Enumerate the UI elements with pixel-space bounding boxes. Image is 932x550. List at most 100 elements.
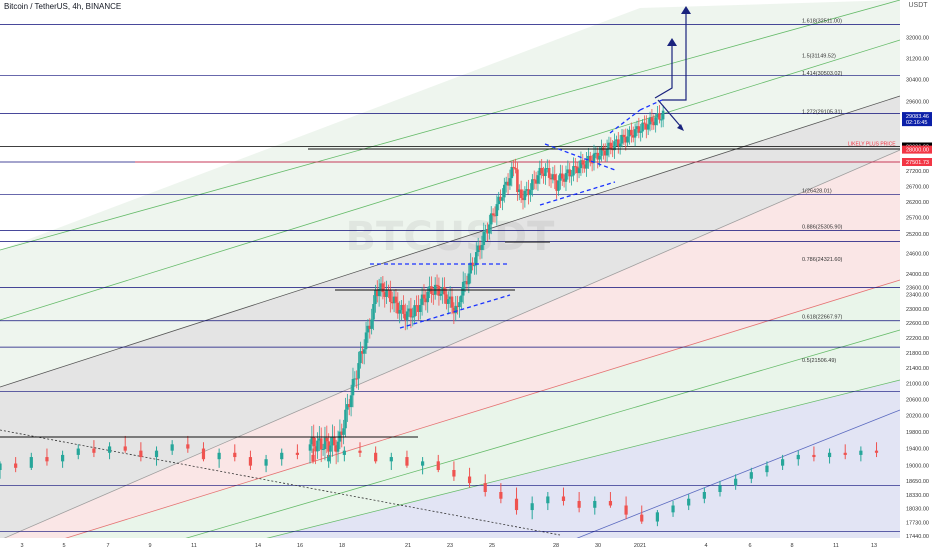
candle-body bbox=[359, 351, 362, 364]
candle-body bbox=[488, 224, 491, 234]
candle-body bbox=[264, 459, 268, 466]
candle-body bbox=[450, 296, 454, 308]
candle-body bbox=[396, 302, 400, 314]
candle-body bbox=[648, 117, 652, 125]
candle-body bbox=[311, 454, 315, 462]
fib-label-0: 1.618(32511.00) bbox=[802, 19, 842, 25]
candle-body bbox=[314, 446, 317, 452]
candle-body bbox=[585, 160, 588, 169]
candle-body bbox=[402, 304, 405, 314]
candle-body bbox=[734, 478, 738, 486]
candle-body bbox=[370, 319, 373, 329]
candle-body bbox=[413, 305, 416, 317]
candle-body bbox=[618, 143, 622, 147]
candle-body bbox=[622, 134, 626, 138]
candle-body bbox=[572, 166, 575, 176]
candle-body bbox=[436, 461, 440, 470]
candle-body bbox=[353, 378, 357, 380]
pitch-line-7 bbox=[559, 409, 901, 546]
candle-body bbox=[323, 437, 327, 450]
candle-body bbox=[652, 121, 656, 126]
candle-body bbox=[334, 445, 338, 452]
candle-body bbox=[374, 289, 377, 305]
price-badge bbox=[902, 158, 932, 167]
candle-body bbox=[316, 440, 319, 452]
candle-body bbox=[452, 469, 456, 477]
candle-body bbox=[514, 167, 517, 170]
y-tick-label: 30400.00 bbox=[906, 78, 929, 84]
candle-body bbox=[342, 450, 346, 455]
candle-body bbox=[532, 179, 536, 181]
arrow-up-second bbox=[654, 40, 673, 99]
candle-body bbox=[358, 450, 362, 453]
candle-body bbox=[628, 129, 631, 137]
candle-body bbox=[538, 167, 542, 176]
y-tick-label: 21800.00 bbox=[906, 351, 929, 357]
candle-body bbox=[473, 265, 476, 267]
candle-body bbox=[517, 189, 521, 193]
y-tick-label: 25200.00 bbox=[906, 232, 929, 238]
x-tick-label: 21 bbox=[405, 543, 411, 549]
candle-body bbox=[385, 289, 388, 297]
candle-body bbox=[407, 308, 411, 312]
candle-body bbox=[514, 498, 519, 511]
candle-body bbox=[331, 436, 334, 446]
candle-body bbox=[654, 117, 657, 126]
candle-body bbox=[454, 305, 458, 314]
candle-body bbox=[321, 449, 325, 451]
candle-body bbox=[534, 180, 538, 184]
candle-body bbox=[843, 452, 847, 455]
candle-body bbox=[107, 446, 112, 453]
candle-body bbox=[609, 142, 613, 149]
y-tick-label: 17730.00 bbox=[906, 520, 929, 526]
pitch-line-4 bbox=[59, 279, 901, 541]
chart-title: Bitcoin / TetherUS, 4h, BINANCE bbox=[4, 2, 122, 11]
y-tick-label: 27200.00 bbox=[906, 169, 929, 175]
candle-body bbox=[598, 155, 601, 160]
candle-body bbox=[570, 175, 573, 177]
candle-body bbox=[325, 437, 329, 442]
y-tick-label: 20200.00 bbox=[906, 413, 929, 419]
y-tick-label: 25700.00 bbox=[906, 216, 929, 222]
candle-body bbox=[549, 177, 553, 180]
candle-body bbox=[482, 231, 486, 246]
candle-body bbox=[92, 448, 96, 453]
candle-body bbox=[590, 162, 594, 164]
candle-body bbox=[312, 436, 316, 447]
candle-body bbox=[390, 301, 394, 304]
candle-body bbox=[639, 131, 643, 133]
x-tick-label: 28 bbox=[553, 543, 559, 549]
x-tick-label: 14 bbox=[255, 543, 261, 549]
x-tick-label: 18 bbox=[339, 543, 345, 549]
candle-body bbox=[765, 465, 769, 473]
candle-body bbox=[61, 454, 65, 462]
candle-body bbox=[486, 229, 489, 234]
candle-body bbox=[383, 292, 387, 297]
x-tick-label: 4 bbox=[704, 543, 707, 549]
candle-body bbox=[361, 351, 364, 354]
y-tick-label: 31200.00 bbox=[906, 56, 929, 62]
candle-body bbox=[448, 296, 452, 300]
candle-body bbox=[631, 135, 635, 138]
candle-body bbox=[400, 304, 403, 311]
candle-body bbox=[516, 169, 519, 193]
candle-body bbox=[403, 313, 407, 320]
watermark-text: BTCUSDT bbox=[346, 214, 556, 260]
candle-body bbox=[607, 142, 611, 149]
candle-body bbox=[874, 450, 879, 453]
candle-body bbox=[702, 492, 706, 499]
candle-body bbox=[123, 446, 127, 451]
candle-body bbox=[484, 229, 487, 232]
fib-label-2: 1.414(30503.02) bbox=[802, 71, 843, 77]
candle-body bbox=[332, 436, 336, 446]
candle-body bbox=[437, 285, 441, 296]
candle-body bbox=[557, 180, 560, 191]
y-tick-label: 23400.00 bbox=[906, 293, 929, 299]
candle-body bbox=[587, 155, 590, 161]
fib-label-3: 1.272(29105.31) bbox=[802, 109, 843, 115]
candle-body bbox=[310, 436, 314, 445]
candle-body bbox=[650, 117, 654, 122]
candle-body bbox=[525, 189, 529, 191]
